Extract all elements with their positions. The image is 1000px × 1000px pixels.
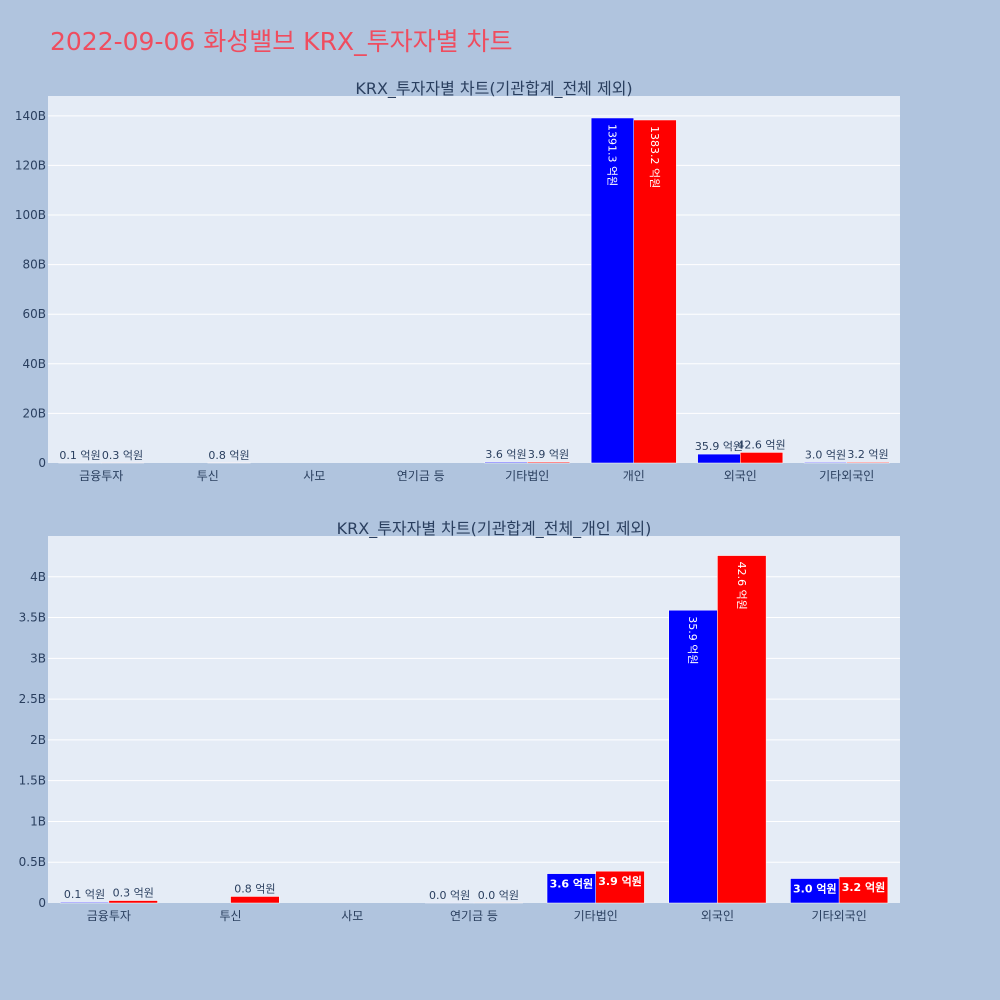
data-label: 35.9 억원 <box>695 440 743 453</box>
bar <box>717 555 767 904</box>
page-title: 2022-09-06 화성밸브 KRX_투자자별 차트 <box>50 27 513 56</box>
data-label: 0.3 억원 <box>113 887 154 900</box>
chart-title: KRX_투자자별 차트(기관합계_전체 제외) <box>355 79 632 99</box>
bar <box>590 117 635 464</box>
data-label: 3.2 억원 <box>847 448 888 461</box>
x-tick-label: 외국인 <box>724 469 757 483</box>
x-tick-label: 외국인 <box>701 909 734 923</box>
y-tick-label: 140B <box>15 109 46 123</box>
bar <box>108 900 158 904</box>
y-tick-label: 3.5B <box>19 611 46 625</box>
y-tick-label: 120B <box>15 158 46 172</box>
data-label: 3.6 억원 <box>550 877 594 891</box>
data-label: 0.8 억원 <box>208 449 249 462</box>
y-tick-label: 20B <box>22 406 46 420</box>
bar <box>527 461 571 464</box>
x-tick-label: 연기금 등 <box>397 469 445 483</box>
data-label: 0.0 억원 <box>429 889 470 902</box>
y-tick-label: 60B <box>22 307 46 321</box>
data-label: 0.1 억원 <box>59 449 100 462</box>
data-label: 35.9 억원 <box>686 616 699 664</box>
x-tick-label: 개인 <box>623 469 645 483</box>
data-label: 42.6 억원 <box>737 438 785 451</box>
chart-title: KRX_투자자별 차트(기관합계_전체_개인 제외) <box>337 519 652 539</box>
bar <box>633 119 677 464</box>
data-label: 0.1 억원 <box>64 888 105 901</box>
x-tick-label: 기타법인 <box>505 469 549 483</box>
bar <box>59 901 110 904</box>
data-label: 3.6 억원 <box>485 448 526 461</box>
x-tick-label: 기타법인 <box>574 909 618 923</box>
x-tick-label: 기타외국인 <box>819 469 874 483</box>
x-tick-label: 금융투자 <box>79 469 123 483</box>
data-label: 42.6 억원 <box>735 562 748 610</box>
data-label: 3.9 억원 <box>598 874 642 888</box>
data-label: 1391.3 억원 <box>605 124 618 186</box>
x-tick-label: 투신 <box>220 909 242 923</box>
y-tick-label: 0 <box>38 896 46 910</box>
y-tick-label: 100B <box>15 208 46 222</box>
bar <box>740 452 784 464</box>
y-tick-label: 1.5B <box>19 774 46 788</box>
data-label: 0.3 억원 <box>102 449 143 462</box>
x-tick-label: 사모 <box>341 909 363 923</box>
x-tick-label: 기타외국인 <box>812 909 867 923</box>
bar <box>595 870 645 904</box>
plot-area <box>48 96 900 463</box>
y-tick-label: 2B <box>30 733 46 747</box>
y-tick-label: 0 <box>38 456 46 470</box>
data-label: 0.0 억원 <box>478 889 519 902</box>
y-tick-label: 4B <box>30 570 46 584</box>
y-tick-label: 40B <box>22 357 46 371</box>
x-tick-label: 사모 <box>303 469 325 483</box>
x-tick-label: 투신 <box>197 469 219 483</box>
x-tick-label: 연기금 등 <box>450 909 498 923</box>
data-label: 1383.2 억원 <box>648 126 661 188</box>
bar <box>838 876 889 904</box>
bar <box>230 896 280 904</box>
data-label: 3.9 억원 <box>528 448 569 461</box>
y-tick-label: 2.5B <box>19 692 46 706</box>
y-tick-label: 3B <box>30 651 46 665</box>
bar <box>668 609 718 904</box>
data-label: 3.0 억원 <box>793 882 837 896</box>
y-tick-label: 1B <box>30 814 46 828</box>
y-tick-label: 0.5B <box>19 855 46 869</box>
plot-area <box>48 536 900 903</box>
y-tick-label: 80B <box>22 258 46 272</box>
bar <box>846 461 890 464</box>
data-label: 3.0 억원 <box>805 448 846 461</box>
chart-top: KRX_투자자별 차트(기관합계_전체 제외) 0 20B 40B 60B 80B 100B… <box>15 79 900 483</box>
data-label: 3.2 억원 <box>842 880 886 894</box>
x-tick-label: 금융투자 <box>87 909 131 923</box>
data-label: 0.8 억원 <box>234 882 275 895</box>
chart-bottom: KRX_투자자별 차트(기관합계_전체_개인 제외) 0 0.5B 1B 1.5B 2B 2… <box>19 519 900 923</box>
